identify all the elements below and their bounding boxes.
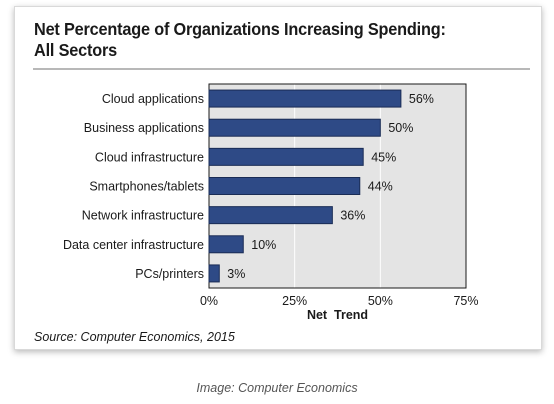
bar: [208, 89, 402, 108]
data-label: 44%: [368, 180, 393, 194]
data-label: 36%: [340, 209, 365, 223]
image-caption: Image: Computer Economics: [196, 381, 358, 395]
chart-title-line-2: All Sectors: [34, 40, 117, 60]
bar-chart: 0% 25% 50% 75% Cloud applications 56% Business…: [63, 83, 479, 322]
category-label: Network infrastructure: [82, 209, 204, 223]
x-tick-label: 75%: [453, 294, 478, 308]
data-label: 45%: [371, 150, 396, 164]
bar: [208, 118, 381, 137]
data-label: 10%: [251, 238, 276, 252]
data-label: 50%: [388, 121, 413, 135]
chart-title: Net Percentage of Organizations Increasi…: [34, 19, 446, 61]
category-label: PCs/printers: [135, 267, 204, 281]
x-tick-label: 50%: [368, 294, 393, 308]
x-axis-label: Net Trend: [307, 308, 368, 322]
category-label: Cloud infrastructure: [95, 150, 204, 164]
x-tick-label: 25%: [282, 294, 307, 308]
category-label: Smartphones/tablets: [89, 180, 204, 194]
x-tick-label: 0%: [200, 294, 218, 308]
chart-title-line-1: Net Percentage of Organizations Increasi…: [34, 19, 446, 39]
bar: [208, 206, 333, 225]
bar: [208, 264, 220, 283]
data-label: 56%: [409, 92, 434, 106]
category-label: Data center infrastructure: [63, 238, 204, 252]
data-label: 3%: [227, 267, 245, 281]
bar: [208, 147, 364, 166]
bar: [208, 177, 361, 195]
title-divider: [33, 68, 530, 70]
chart-card: Net Percentage of Organizations Increasi…: [14, 6, 542, 350]
bar: [208, 235, 244, 254]
category-label: Business applications: [84, 121, 204, 135]
category-label: Cloud applications: [102, 92, 204, 106]
source-note: Source: Computer Economics, 2015: [34, 330, 235, 344]
